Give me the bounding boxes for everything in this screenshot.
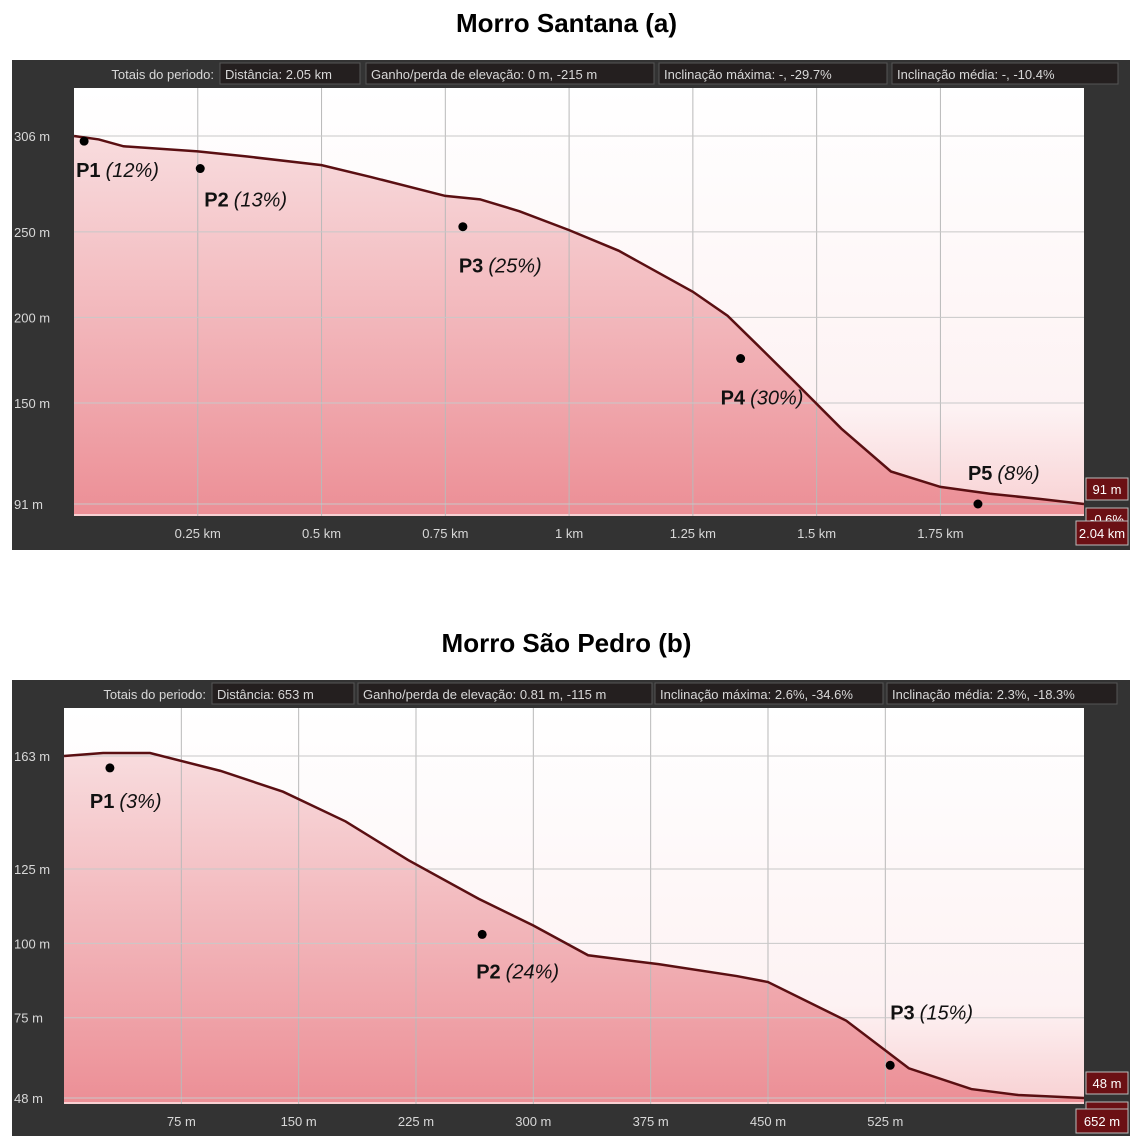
end-distance-label: 652 m <box>1084 1114 1120 1129</box>
point-label-p1: P1 (12%) <box>76 160 159 182</box>
y-tick-label: 125 m <box>14 862 50 877</box>
point-percent: (25%) <box>488 256 541 278</box>
end-elevation-label: 48 m <box>1093 1076 1122 1091</box>
elevation-chart-a: Totais do periodo: Distância: 2.05 km Ganh… <box>14 62 1129 546</box>
point-name: P5 <box>968 463 992 485</box>
header-distance: Distância: 653 m <box>217 687 314 702</box>
x-tick-label: 1.5 km <box>797 526 836 541</box>
elevation-line <box>73 134 1085 506</box>
chart-a-title: Morro Santana (a) <box>455 8 678 38</box>
y-tick-label: 48 m <box>14 1091 43 1106</box>
header-box-gain-loss <box>365 62 655 85</box>
point-percent: (3%) <box>119 791 161 813</box>
point-marker-p2 <box>195 164 205 174</box>
header-gain-loss: Ganho/perda de elevação: 0 m, -215 m <box>371 67 597 82</box>
y-tick-label: 306 m <box>14 129 50 144</box>
x-tick-label: 1 km <box>555 526 583 541</box>
point-percent: (30%) <box>750 388 803 410</box>
y-tick-label: 91 m <box>14 497 43 512</box>
x-tick-label: 300 m <box>515 1114 551 1129</box>
point-percent: (15%) <box>920 1002 973 1024</box>
point-name: P1 <box>90 791 114 813</box>
elevation-line <box>63 751 1085 1100</box>
point-marker-p5 <box>973 499 983 509</box>
end-elevation-box <box>1085 477 1129 501</box>
x-tick-label: 0.75 km <box>422 526 468 541</box>
chart-b-panel: Totais do periodo: Distância: 653 m Ganho/… <box>12 680 1130 1136</box>
point-marker-p3 <box>885 1060 895 1070</box>
point-label-p3: P3 (15%) <box>890 1002 973 1024</box>
chart-a-panel: Totais do periodo: Distância: 2.05 km Ganh… <box>12 60 1130 550</box>
elevation-chart-b: Totais do periodo: Distância: 653 m Ganho/… <box>14 682 1129 1134</box>
header-distance: Distância: 2.05 km <box>225 67 332 82</box>
header-avg-slope: Inclinação média: 2.3%, -18.3% <box>892 687 1075 702</box>
header-box-avg-slope <box>891 62 1119 85</box>
point-marker-p4 <box>736 354 746 364</box>
header-max-slope: Inclinação máxima: 2.6%, -34.6% <box>660 687 853 702</box>
end-elevation-label: 91 m <box>1093 482 1122 497</box>
y-tick-label: 200 m <box>14 310 50 325</box>
end-distance-label: 2.04 km <box>1079 526 1125 541</box>
header-label: Totais do periodo: <box>111 67 214 82</box>
point-label-p5: P5 (8%) <box>968 463 1040 485</box>
x-tick-label: 75 m <box>167 1114 196 1129</box>
point-name: P4 <box>721 388 746 410</box>
chart-b-title: Morro São Pedro (b) <box>441 628 692 658</box>
end-distance-box <box>1075 520 1129 546</box>
header-box-gain-loss <box>357 682 653 705</box>
header-box-max-slope <box>658 62 888 85</box>
x-tick-label: 150 m <box>281 1114 317 1129</box>
header-box-distance <box>219 62 361 85</box>
x-tick-label: 0.25 km <box>175 526 221 541</box>
point-percent: (13%) <box>234 190 287 212</box>
x-tick-label: 1.75 km <box>917 526 963 541</box>
y-tick-label: 163 m <box>14 749 50 764</box>
y-tick-label: 250 m <box>14 225 50 240</box>
x-tick-label: 375 m <box>633 1114 669 1129</box>
x-tick-label: 225 m <box>398 1114 434 1129</box>
point-name: P2 <box>204 190 228 212</box>
header-label: Totais do periodo: <box>103 687 206 702</box>
point-name: P3 <box>890 1002 914 1024</box>
x-tick-label: 1.25 km <box>670 526 716 541</box>
point-percent: (12%) <box>106 160 159 182</box>
header-max-slope: Inclinação máxima: -, -29.7% <box>664 67 832 82</box>
point-percent: (8%) <box>997 463 1039 485</box>
point-label-p1: P1 (3%) <box>90 791 162 813</box>
point-marker-p1 <box>79 136 89 146</box>
header-box-distance <box>211 682 355 705</box>
point-name: P2 <box>476 961 500 983</box>
elevation-area <box>64 753 1084 1102</box>
x-tick-label: 525 m <box>867 1114 903 1129</box>
point-name: P1 <box>76 160 100 182</box>
end-distance-box <box>1075 1108 1129 1134</box>
point-percent: (24%) <box>506 961 559 983</box>
x-tick-label: 450 m <box>750 1114 786 1129</box>
y-tick-label: 100 m <box>14 936 50 951</box>
point-marker-p3 <box>458 222 468 232</box>
point-label-p3: P3 (25%) <box>459 256 542 278</box>
point-label-p2: P2 (13%) <box>204 190 287 212</box>
point-label-p4: P4 (30%) <box>721 388 804 410</box>
end-elevation-box <box>1085 1071 1129 1095</box>
header-box-avg-slope <box>886 682 1118 705</box>
point-label-p2: P2 (24%) <box>476 961 559 983</box>
header-gain-loss: Ganho/perda de elevação: 0.81 m, -115 m <box>363 687 606 702</box>
header-avg-slope: Inclinação média: -, -10.4% <box>897 67 1055 82</box>
point-name: P3 <box>459 256 483 278</box>
point-marker-p2 <box>477 929 487 939</box>
point-marker-p1 <box>105 763 115 773</box>
y-tick-label: 150 m <box>14 396 50 411</box>
y-tick-label: 75 m <box>14 1011 43 1026</box>
x-tick-label: 0.5 km <box>302 526 341 541</box>
header-box-max-slope <box>654 682 884 705</box>
